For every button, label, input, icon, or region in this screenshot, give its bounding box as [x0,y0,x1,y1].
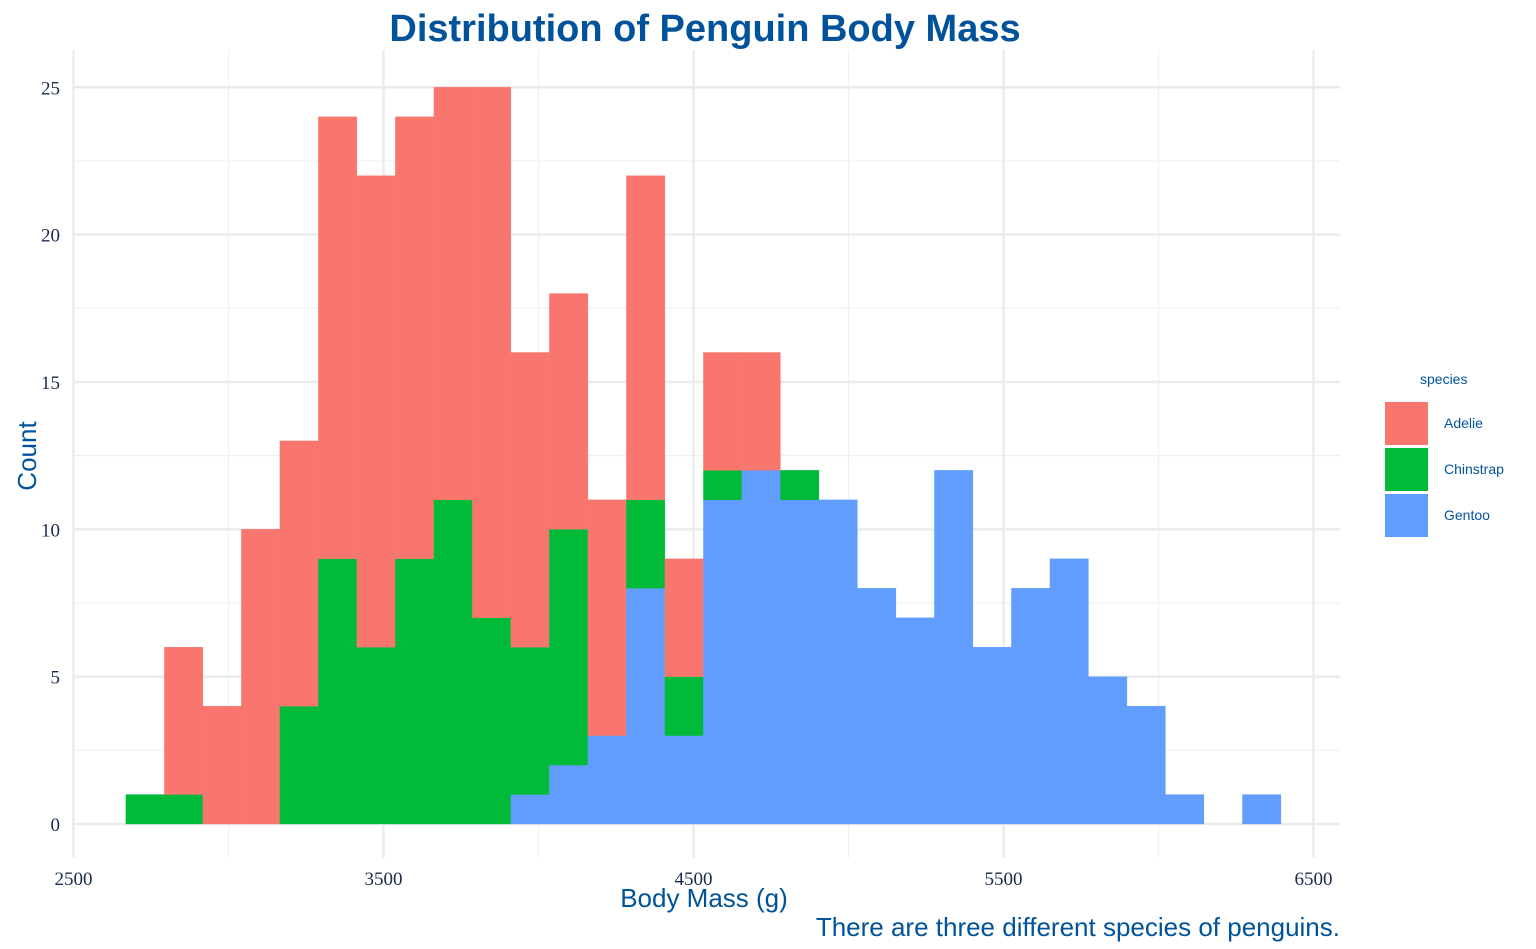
bar-chinstrap [549,529,589,766]
x-tick-label: 5500 [985,869,1023,890]
bar-gentoo [587,735,627,825]
y-tick-label: 0 [51,815,61,836]
bar-gentoo [510,794,550,825]
bar-chinstrap [356,647,396,825]
bar-adelie [164,647,204,795]
bar-chinstrap [318,558,358,825]
bar-gentoo [857,588,897,825]
legend-label-gentoo: Gentoo [1444,507,1490,523]
y-tick-label: 25 [41,78,60,99]
histogram-bars [125,87,1282,825]
bar-chinstrap [780,470,820,500]
bar-chinstrap [510,647,550,795]
bar-adelie [318,116,358,559]
x-tick-label: 6500 [1295,869,1333,890]
legend-key-gentoo [1385,494,1428,537]
legend-key-adelie [1385,402,1428,445]
chart-caption: There are three different species of pen… [815,912,1340,942]
bar-chinstrap [472,617,512,825]
bar-adelie [202,705,242,825]
bar-adelie [664,558,704,677]
bar-gentoo [1165,794,1205,825]
bar-adelie [279,440,319,707]
legend-item-chinstrap: Chinstrap [1385,448,1525,491]
y-tick-label: 20 [41,226,60,247]
bar-gentoo [664,735,704,825]
legend-label-adelie: Adelie [1444,415,1483,431]
x-tick-label: 3500 [365,869,403,890]
y-tick-label: 5 [51,668,61,689]
bar-chinstrap [703,470,743,500]
legend-title: species [1420,371,1468,387]
bar-adelie [703,352,743,471]
bar-gentoo [1242,794,1282,825]
chart-title: Distribution of Penguin Body Mass [389,8,1021,50]
bar-gentoo [818,499,858,825]
bar-gentoo [1011,588,1051,825]
y-tick-label: 15 [41,373,60,394]
bar-adelie [510,352,550,648]
bar-adelie [356,175,396,648]
bar-gentoo [1126,705,1166,825]
bar-adelie [626,175,666,500]
bar-gentoo [1049,558,1089,825]
y-tick-label: 10 [41,520,60,541]
legend-item-gentoo: Gentoo [1385,494,1525,537]
bar-gentoo [1088,676,1128,825]
legend-label-chinstrap: Chinstrap [1444,461,1504,477]
bar-gentoo [972,647,1012,825]
bar-adelie [587,499,627,736]
bar-gentoo [780,499,820,825]
bar-chinstrap [626,499,666,589]
bar-adelie [241,529,281,825]
bar-chinstrap [395,558,435,825]
bar-gentoo [549,764,589,825]
bar-adelie [741,352,781,471]
bar-gentoo [626,588,666,825]
bar-chinstrap [164,794,204,825]
x-tick-label: 2500 [55,869,93,890]
y-axis-tick-labels: 0 5 10 15 20 25 [41,78,60,836]
bar-chinstrap [433,499,473,825]
bar-gentoo [741,470,781,825]
bar-adelie [433,87,473,500]
x-axis-label: Body Mass (g) [620,883,788,913]
bar-adelie [472,87,512,618]
bar-adelie [549,293,589,530]
bar-gentoo [895,617,935,825]
y-axis-label: Count [12,421,42,491]
bar-chinstrap [279,705,319,825]
legend-key-chinstrap [1385,448,1428,491]
bar-gentoo [934,470,974,825]
x-axis-tick-labels: 2500 3500 4500 5500 6500 [55,869,1333,890]
x-tick-label: 4500 [675,869,713,890]
bar-adelie [395,116,435,559]
bar-chinstrap [125,794,165,825]
bar-gentoo [703,499,743,825]
legend-item-adelie: Adelie [1385,402,1525,445]
bar-chinstrap [664,676,704,736]
